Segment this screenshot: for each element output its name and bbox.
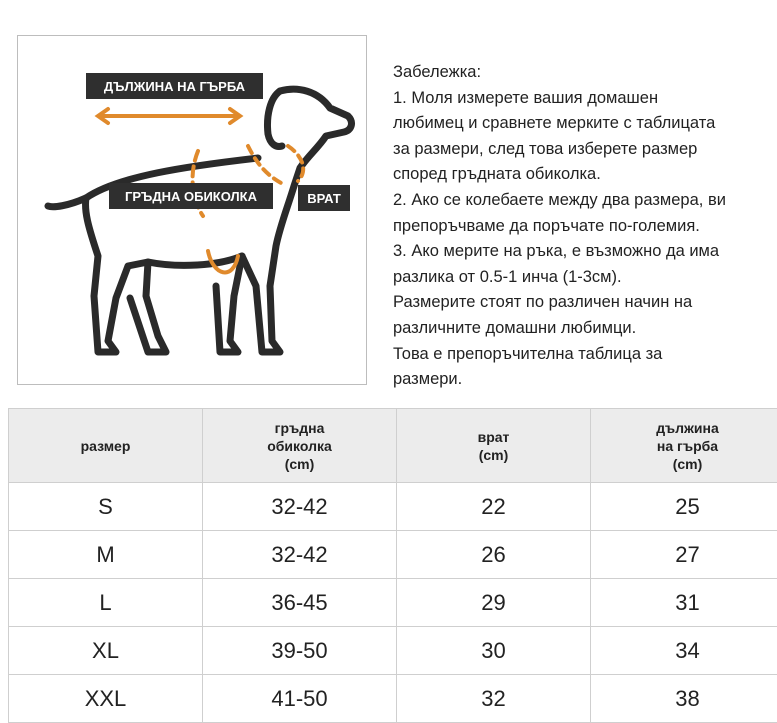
note-line: 2. Ако се колебаете между два размера, в… <box>393 188 777 214</box>
back-length-label: ДЪЛЖИНА НА ГЪРБА <box>86 73 263 99</box>
neck-label: ВРАТ <box>298 185 350 211</box>
table-cell: 26 <box>397 531 591 579</box>
note-line: Размерите стоят по различен начин на <box>393 290 777 316</box>
note-line: за размери, след това изберете размер <box>393 137 777 163</box>
table-cell: L <box>9 579 203 627</box>
chest-label: ГРЪДНА ОБИКОЛКА <box>109 183 273 209</box>
table-cell: XXL <box>9 675 203 723</box>
table-cell: 32 <box>397 675 591 723</box>
header-text: обиколка <box>203 437 396 455</box>
header-cell: размер <box>9 409 203 483</box>
table-cell: 27 <box>591 531 777 579</box>
note-line: Забележка: <box>393 60 777 86</box>
header-text: гръдна <box>203 419 396 437</box>
header-text: врат <box>397 428 590 446</box>
note-line: според гръдната обиколка. <box>393 162 777 188</box>
table-cell: XL <box>9 627 203 675</box>
header-text: на гърба <box>591 437 777 455</box>
header-text: размер <box>9 437 202 455</box>
header-cell: врат(cm) <box>397 409 591 483</box>
dog-figure: ДЪЛЖИНА НА ГЪРБА ГРЪДНА ОБИКОЛКА ВРАТ <box>17 35 367 385</box>
header-text: (cm) <box>397 446 590 464</box>
table-cell: 32-42 <box>203 531 397 579</box>
page: {"figure":{"labels":{"back_length":"ДЪЛЖ… <box>0 0 777 700</box>
table-cell: 34 <box>591 627 777 675</box>
table-cell: 31 <box>591 579 777 627</box>
note-line: 3. Ако мерите на ръка, е възможно да има <box>393 239 777 265</box>
table-cell: S <box>9 483 203 531</box>
table-cell: 22 <box>397 483 591 531</box>
header-text: (cm) <box>591 455 777 473</box>
note-line: Това е препоръчителна таблица за <box>393 342 777 368</box>
table-cell: 39-50 <box>203 627 397 675</box>
table-cell: 38 <box>591 675 777 723</box>
note-line: любимец и сравнете мерките с таблицата <box>393 111 777 137</box>
table-cell: M <box>9 531 203 579</box>
table-cell: 30 <box>397 627 591 675</box>
header-text: (cm) <box>203 455 396 473</box>
table-cell: 32-42 <box>203 483 397 531</box>
table-cell: 36-45 <box>203 579 397 627</box>
notes: Забележка:1. Моля измерете вашия домашен… <box>393 60 777 393</box>
table-cell: 25 <box>591 483 777 531</box>
table-cell: 41-50 <box>203 675 397 723</box>
note-line: размери. <box>393 367 777 393</box>
table-cell: 29 <box>397 579 591 627</box>
note-line: препоръчваме да поръчате по-големия. <box>393 214 777 240</box>
header-text: дължина <box>591 419 777 437</box>
note-line: разлика от 0.5-1 инча (1-3см). <box>393 265 777 291</box>
note-line: различните домашни любимци. <box>393 316 777 342</box>
note-line: 1. Моля измерете вашия домашен <box>393 86 777 112</box>
